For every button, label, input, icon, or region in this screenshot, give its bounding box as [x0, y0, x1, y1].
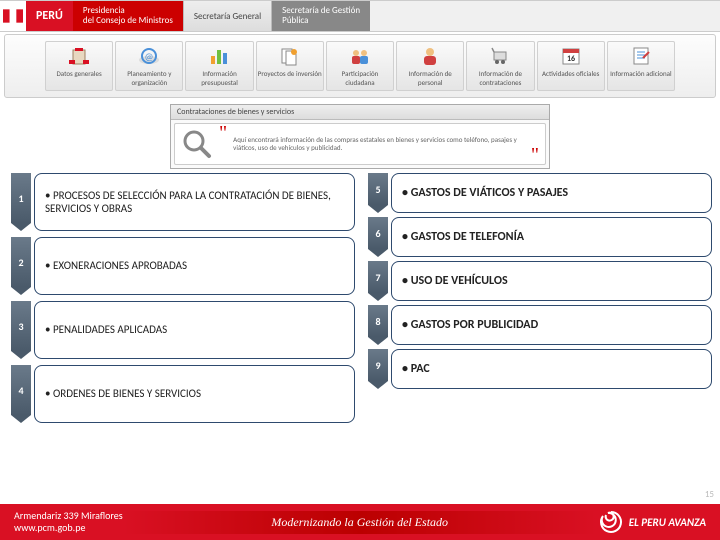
chevron-number: 4 [11, 365, 31, 415]
list-item: 4• ORDENES DE BIENES Y SERVICIOS [8, 365, 355, 423]
item-text: • PENALIDADES APLICADAS [34, 301, 355, 359]
building-icon [65, 45, 93, 67]
footer-slogan: Modernizando la Gestión del Estado [123, 511, 597, 534]
list-item: 8• GASTOS POR PUBLICIDAD [365, 305, 712, 345]
item-text: • PROCESOS DE SELECCIÓN PARA LA CONTRATA… [34, 173, 355, 231]
people-icon [346, 45, 374, 67]
nav-item-contrataciones[interactable]: Información de contrataciones [466, 41, 534, 91]
pcm-label: Presidencia del Consejo de Ministros [73, 1, 183, 31]
nav-item-planeamiento[interactable]: @ Planeamiento y organización [115, 41, 183, 91]
sg-label: Secretaría General [183, 1, 272, 31]
list-item: 1• PROCESOS DE SELECCIÓN PARA LA CONTRAT… [8, 173, 355, 231]
nav-item-personal[interactable]: Información de personal [396, 41, 464, 91]
list-item: 6• GASTOS DE TELEFONÍA [365, 217, 712, 257]
chevron-number: 1 [11, 173, 31, 223]
list-item: 5• GASTOS DE VIÁTICOS Y PASAJES [365, 173, 712, 213]
search-panel: Contrataciones de bienes y servicios " A… [170, 104, 550, 169]
notes-icon [627, 45, 655, 67]
sgp-label: Secretaría de Gestión Pública [272, 1, 370, 31]
nav-item-adicional[interactable]: Información adicional [607, 41, 675, 91]
right-column: 5• GASTOS DE VIÁTICOS Y PASAJES 6• GASTO… [365, 173, 712, 429]
chevron-number: 7 [368, 261, 388, 293]
item-text: • EXONERACIONES APROBADAS [34, 237, 355, 295]
list-item: 3• PENALIDADES APLICADAS [8, 301, 355, 359]
nav-row: Datos generales @ Planeamiento y organiz… [4, 34, 716, 98]
docs-icon [276, 45, 304, 67]
item-text: • PAC [391, 349, 712, 389]
magnifier-icon[interactable] [181, 128, 213, 160]
nav-item-datos[interactable]: Datos generales [45, 41, 113, 91]
item-text: • GASTOS POR PUBLICIDAD [391, 305, 712, 345]
item-text: • GASTOS DE TELEFONÍA [391, 217, 712, 257]
gov-header: PERÚ Presidencia del Consejo de Ministro… [0, 0, 720, 32]
cart-icon [486, 45, 514, 67]
chevron-number: 3 [11, 301, 31, 351]
chevron-number: 6 [368, 217, 388, 249]
footer-bar: Armendariz 339 Miraflores www.pcm.gob.pe… [0, 504, 720, 540]
list-item: 9• PAC [365, 349, 712, 389]
peru-flag-icon [0, 1, 26, 31]
item-text: • GASTOS DE VIÁTICOS Y PASAJES [391, 173, 712, 213]
bars-icon [206, 45, 234, 67]
search-text: Aquí encontrará información de las compr… [233, 136, 525, 153]
quote-close-icon: " [531, 150, 539, 160]
search-body: " Aquí encontrará información de las com… [174, 123, 546, 165]
list-item: 2• EXONERACIONES APROBADAS [8, 237, 355, 295]
page-number: 15 [705, 489, 714, 500]
nav-item-proyectos[interactable]: Proyectos de inversión [256, 41, 324, 91]
person-icon [416, 45, 444, 67]
chevron-number: 8 [368, 305, 388, 337]
svg-text:16: 16 [567, 54, 575, 64]
footer-address: Armendariz 339 Miraflores www.pcm.gob.pe [14, 510, 123, 534]
chevron-number: 5 [368, 173, 388, 205]
item-text: • USO DE VEHÍCULOS [391, 261, 712, 301]
list-item: 7• USO DE VEHÍCULOS [365, 261, 712, 301]
chevron-number: 2 [11, 237, 31, 287]
at-icon: @ [135, 45, 163, 67]
footer-brand: EL PERU AVANZA [597, 508, 706, 536]
search-title: Contrataciones de bienes y servicios [171, 105, 549, 120]
left-column: 1• PROCESOS DE SELECCIÓN PARA LA CONTRAT… [8, 173, 355, 429]
content-columns: 1• PROCESOS DE SELECCIÓN PARA LA CONTRAT… [0, 173, 720, 429]
nav-item-participacion[interactable]: Participación ciudadana [326, 41, 394, 91]
nav-item-actividades[interactable]: 16 Actividades oficiales [537, 41, 605, 91]
item-text: • ORDENES DE BIENES Y SERVICIOS [34, 365, 355, 423]
quote-open-icon: " [219, 128, 227, 138]
svg-text:@: @ [145, 50, 154, 63]
nav-item-presupuesto[interactable]: Información presupuestal [185, 41, 253, 91]
chevron-number: 9 [368, 349, 388, 381]
spiral-icon [597, 508, 625, 536]
calendar-icon: 16 [557, 45, 585, 67]
peru-label: PERÚ [26, 1, 73, 31]
